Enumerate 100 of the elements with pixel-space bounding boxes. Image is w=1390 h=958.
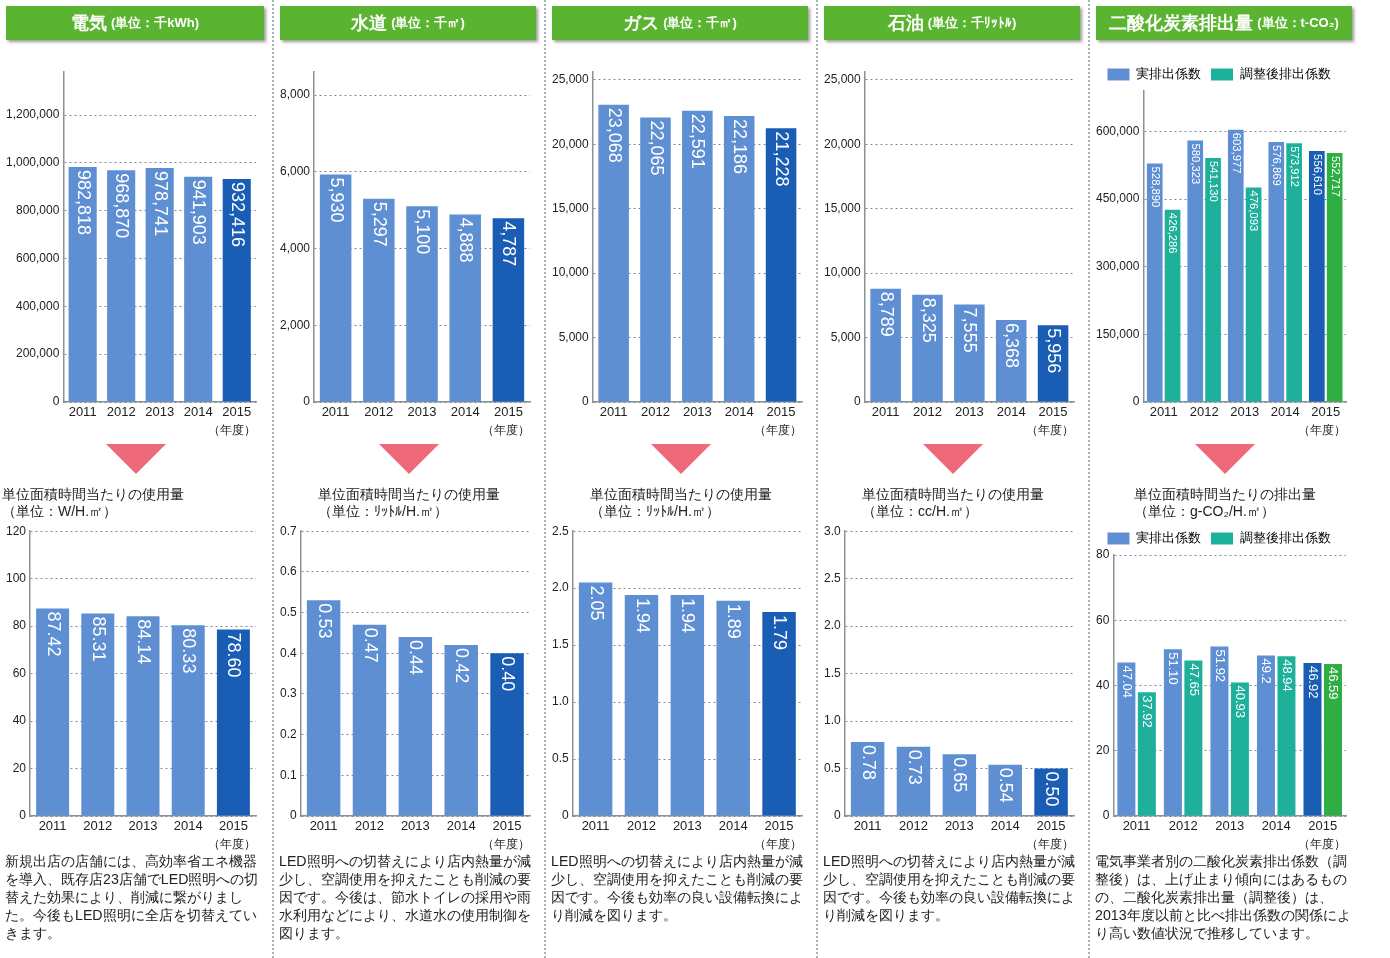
y-tick-label: 20,000	[552, 136, 590, 151]
chart-title: 単位面積時間当たりの排出量	[1134, 486, 1317, 503]
data-label: 4,787	[499, 221, 520, 267]
x-tick-label: 2012	[627, 818, 656, 834]
x-tick-label: 2013	[128, 818, 158, 834]
x-tick-label: 2012	[106, 404, 136, 420]
text: 電気事業者別の二酸化炭素排出係数（調整後）は、上げ止まり傾向にはあるものの、二酸化炭素排出量（調整後）は、2013年度以前と比べ排出係数の関係により高い数値状況で推移しています。	[1094, 852, 1352, 942]
x-tick-label: 2014	[724, 404, 754, 420]
x-tick-label: 2015	[1036, 818, 1066, 834]
bar	[578, 582, 613, 816]
data-label: 8,789	[876, 291, 897, 337]
bar	[1286, 143, 1302, 402]
y-tick-label: 1.5	[551, 637, 569, 652]
y-tick-label: 60	[12, 665, 27, 680]
y-tick-label: 0	[52, 394, 60, 409]
data-label: 968,870	[112, 173, 133, 239]
x-tick-label: 2013	[944, 818, 974, 834]
x-tick-label: 2012	[899, 818, 928, 834]
bar	[1146, 163, 1163, 402]
y-tick-label: 0.1	[279, 767, 297, 782]
data-label: 80.33	[179, 628, 200, 674]
x-tick-label: 2015	[1311, 404, 1341, 420]
data-label: 426,286	[1167, 212, 1180, 254]
bar	[1205, 158, 1221, 402]
data-label: 22,186	[730, 119, 751, 175]
x-tick-label: 2011	[871, 404, 900, 420]
x-axis-title: （年度）	[1298, 423, 1346, 438]
bar	[306, 600, 341, 816]
data-label: 552,717	[1329, 155, 1342, 197]
legend-label: 調整後排出係数	[1239, 530, 1331, 546]
chart-subtitle: (単位：t-CO₂)	[1257, 14, 1339, 32]
x-tick-label: 2015	[1038, 404, 1068, 420]
data-label: 541,130	[1207, 161, 1220, 202]
data-label: 6,368	[1002, 322, 1023, 368]
y-tick-label: 0.4	[279, 645, 297, 660]
x-tick-label: 2011	[853, 818, 882, 834]
x-axis-title: （年度）	[482, 837, 530, 852]
x-tick-label: 2014	[1261, 818, 1291, 834]
chart-subtitle: （単位：ﾘｯﾄﾙ/H.㎡）	[590, 503, 721, 520]
data-label: 0.65	[950, 757, 971, 793]
x-tick-label: 2015	[764, 818, 794, 834]
y-tick-label: 0	[19, 808, 27, 823]
bar	[624, 595, 659, 816]
x-axis-title: （年度）	[208, 423, 256, 438]
x-tick-label: 2015	[222, 404, 252, 420]
y-tick-label: 40	[1095, 677, 1110, 692]
x-axis-title: （年度）	[482, 423, 530, 438]
y-tick-label: 40	[12, 713, 27, 728]
bar	[449, 214, 481, 402]
bar	[1137, 692, 1156, 816]
data-label: 0.54	[996, 767, 1017, 803]
x-axis-title: （年度）	[1026, 837, 1074, 852]
data-label: 4,888	[456, 217, 477, 263]
chart-subtitle: （単位：g-CO₂/H.㎡）	[1134, 503, 1276, 520]
bar	[1184, 660, 1203, 816]
x-tick-label: 2014	[718, 818, 748, 834]
bar	[1308, 151, 1325, 402]
y-tick-label: 120	[5, 523, 27, 538]
bar	[444, 645, 478, 816]
x-tick-label: 2011	[309, 818, 338, 834]
data-label: 5,956	[1044, 328, 1065, 374]
y-tick-label: 0.5	[551, 751, 569, 766]
x-axis-title: （年度）	[1026, 423, 1074, 438]
y-tick-label: 1,200,000	[5, 107, 60, 122]
y-tick-label: 5,000	[558, 329, 590, 344]
x-tick-label: 2011	[68, 404, 97, 420]
x-tick-label: 2013	[1230, 404, 1260, 420]
x-tick-label: 2015	[766, 404, 796, 420]
bar	[670, 595, 705, 816]
y-tick-label: 25,000	[824, 72, 862, 87]
bar	[954, 304, 985, 402]
bar	[1277, 656, 1296, 816]
data-label: 932,416	[227, 182, 248, 248]
x-tick-label: 2012	[1168, 818, 1198, 834]
data-label: 22,591	[688, 113, 709, 169]
bar	[716, 600, 750, 816]
data-label: 22,065	[646, 120, 667, 176]
y-tick-label: 0.5	[279, 604, 297, 619]
y-tick-label: 600,000	[1095, 123, 1140, 138]
y-tick-label: 0	[582, 394, 590, 409]
y-tick-label: 450,000	[1095, 191, 1140, 206]
x-tick-label: 2014	[450, 404, 480, 420]
y-tick-label: 0.3	[279, 686, 297, 701]
y-tick-label: 0	[561, 808, 569, 823]
bar	[762, 612, 796, 816]
chart-title: 単位面積時間当たりの使用量	[2, 486, 185, 503]
y-tick-label: 400,000	[15, 298, 60, 313]
x-tick-label: 2012	[364, 404, 394, 420]
data-label: 51.10	[1166, 652, 1182, 685]
bar	[1323, 664, 1342, 816]
data-label: 528,890	[1149, 166, 1162, 208]
chart-title: 電気	[70, 12, 107, 35]
bar	[1210, 646, 1229, 816]
y-tick-label: 6,000	[280, 164, 311, 179]
y-tick-label: 15,000	[824, 200, 862, 215]
data-label: 0.47	[360, 627, 381, 663]
chart-subtitle: （単位：ﾘｯﾄﾙ/H.㎡）	[318, 503, 449, 520]
y-tick-label: 10,000	[552, 265, 590, 280]
x-tick-label: 2012	[913, 404, 942, 420]
bar	[319, 174, 352, 402]
